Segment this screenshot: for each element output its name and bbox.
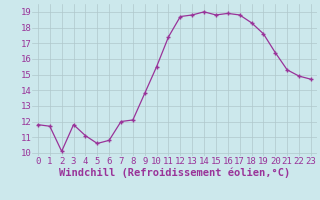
X-axis label: Windchill (Refroidissement éolien,°C): Windchill (Refroidissement éolien,°C) xyxy=(59,167,290,178)
